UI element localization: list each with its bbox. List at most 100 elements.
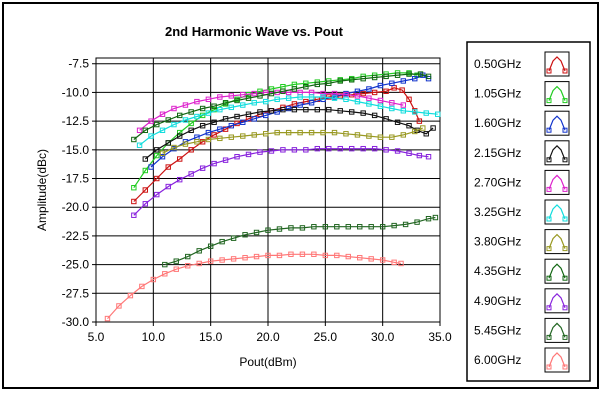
data-point bbox=[211, 132, 217, 138]
data-point bbox=[320, 129, 326, 136]
legend-item: 3.25GHz bbox=[474, 199, 570, 225]
data-point bbox=[354, 93, 361, 99]
data-point bbox=[263, 131, 269, 137]
legend-swatch bbox=[544, 110, 570, 136]
series-435ghz bbox=[131, 71, 432, 143]
data-point bbox=[366, 95, 372, 101]
legend-swatch-marker bbox=[562, 334, 568, 340]
x-tick-label: 30.0 bbox=[371, 330, 395, 344]
y-tick-label: -30.0 bbox=[62, 315, 90, 329]
legend-swatch-marker bbox=[562, 364, 568, 370]
data-point bbox=[199, 123, 206, 129]
data-point bbox=[217, 126, 223, 132]
data-point bbox=[234, 113, 240, 120]
series-line bbox=[139, 96, 438, 146]
data-point bbox=[253, 229, 260, 236]
data-point bbox=[331, 129, 338, 136]
y-tick-label: -25.0 bbox=[62, 258, 90, 272]
data-point bbox=[360, 110, 366, 116]
data-point bbox=[148, 133, 154, 139]
legend-label: 4.35GHz bbox=[474, 264, 521, 278]
y-axis-label: Amplitude(dBc) bbox=[35, 149, 49, 231]
data-point bbox=[314, 81, 321, 88]
data-point bbox=[148, 164, 154, 170]
data-point bbox=[280, 88, 286, 94]
data-point bbox=[185, 263, 191, 269]
data-point bbox=[360, 75, 366, 82]
legend-entries: 0.50GHz 1.05GHz 1.60GHz 2.15GHz 2.70GHz 3.25G… bbox=[474, 51, 570, 373]
legend-swatch-marker bbox=[546, 216, 552, 222]
data-point bbox=[412, 75, 418, 82]
series-215ghz bbox=[142, 106, 436, 162]
x-tick-label: 5.0 bbox=[88, 330, 105, 344]
data-point bbox=[414, 219, 420, 225]
legend-label: 4.90GHz bbox=[474, 294, 521, 308]
data-point bbox=[230, 235, 237, 241]
data-point bbox=[400, 108, 407, 114]
data-point bbox=[251, 132, 257, 138]
data-point bbox=[251, 100, 257, 106]
data-point bbox=[308, 94, 315, 100]
data-point bbox=[400, 78, 407, 84]
data-point bbox=[368, 224, 374, 230]
series-line bbox=[107, 253, 402, 320]
legend-swatch bbox=[544, 347, 570, 373]
data-point bbox=[366, 133, 372, 139]
legend-item: 4.90GHz bbox=[474, 288, 570, 314]
legend-swatch bbox=[544, 229, 570, 255]
data-point bbox=[162, 261, 168, 268]
data-point bbox=[420, 125, 426, 131]
data-point bbox=[240, 102, 246, 108]
series-380ghz bbox=[159, 125, 426, 156]
data-point bbox=[142, 187, 149, 193]
data-point bbox=[219, 257, 225, 263]
data-point bbox=[222, 157, 229, 163]
data-point bbox=[366, 101, 372, 107]
series-line bbox=[133, 148, 429, 216]
data-point bbox=[263, 112, 269, 119]
y-tick-label: -12.5 bbox=[62, 114, 90, 128]
data-point bbox=[354, 132, 361, 138]
legend-label: 1.05GHz bbox=[474, 87, 521, 101]
data-point bbox=[416, 152, 423, 159]
data-point bbox=[173, 266, 179, 272]
data-point bbox=[154, 191, 160, 198]
data-point bbox=[219, 238, 225, 245]
legend-swatch-line bbox=[548, 204, 566, 220]
data-point bbox=[400, 102, 407, 108]
legend-swatch bbox=[544, 81, 570, 107]
data-point bbox=[389, 105, 395, 112]
y-tick-label: -7.5 bbox=[68, 57, 89, 71]
data-point bbox=[139, 283, 145, 290]
data-point bbox=[394, 148, 401, 154]
data-point bbox=[416, 118, 423, 124]
data-point bbox=[425, 215, 432, 222]
data-point bbox=[171, 105, 177, 112]
data-point bbox=[425, 73, 432, 80]
legend-item: 2.70GHz bbox=[474, 169, 570, 195]
data-point bbox=[326, 145, 332, 152]
data-point bbox=[177, 133, 183, 139]
x-axis-label: Pout(dBm) bbox=[239, 355, 296, 369]
data-point bbox=[389, 80, 395, 86]
data-point bbox=[379, 257, 386, 263]
legend-swatch-line bbox=[548, 144, 566, 161]
data-point bbox=[194, 139, 200, 145]
data-point bbox=[303, 83, 309, 90]
data-point bbox=[291, 86, 298, 92]
data-point bbox=[314, 106, 321, 113]
data-point bbox=[230, 256, 237, 262]
data-point bbox=[406, 71, 412, 77]
data-point bbox=[371, 145, 378, 152]
data-point bbox=[280, 106, 286, 113]
data-point bbox=[205, 110, 212, 116]
legend-item: 0.50GHz bbox=[474, 51, 570, 77]
data-point bbox=[357, 255, 363, 261]
data-point bbox=[291, 106, 298, 113]
x-tick-label: 20.0 bbox=[256, 330, 280, 344]
data-point bbox=[394, 72, 401, 78]
data-point bbox=[345, 224, 351, 230]
data-point bbox=[154, 152, 160, 159]
data-point bbox=[391, 259, 397, 266]
x-tick-label: 35.0 bbox=[428, 330, 452, 344]
